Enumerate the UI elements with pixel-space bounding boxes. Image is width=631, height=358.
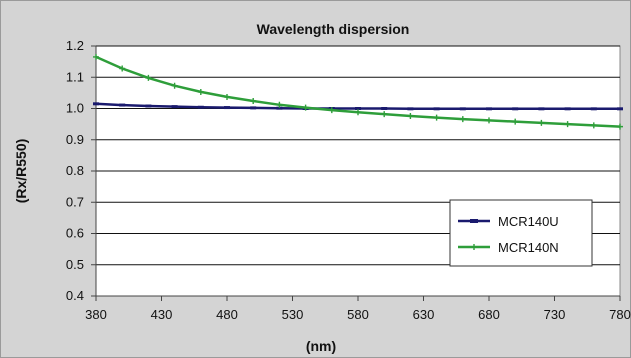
y-tick-label: 0.5: [66, 257, 84, 272]
legend-items: MCR140U MCR140N: [458, 214, 559, 255]
legend-label: MCR140U: [498, 214, 559, 229]
data-point: [407, 113, 414, 119]
legend-marker: [471, 244, 477, 250]
y-tick-label: 0.6: [66, 226, 84, 241]
x-tick-label: 780: [609, 307, 631, 322]
y-tick-label: 1.1: [66, 69, 84, 84]
data-point: [224, 93, 230, 100]
x-axis-label: (nm): [306, 338, 336, 354]
data-point: [302, 104, 309, 111]
x-tick-label: 430: [151, 307, 173, 322]
y-tick-label: 1.2: [66, 38, 84, 53]
data-point: [250, 98, 257, 104]
chart-title: Wavelength dispersion: [257, 21, 410, 37]
data-point: [276, 101, 283, 108]
legend-entry: MCR140U: [458, 214, 559, 229]
data-point: [486, 117, 492, 124]
y-axis-tick-labels: 0.4 0.5 0.6 0.7 0.8 0.9 1.0 1.1 1.2: [66, 38, 84, 303]
data-point: [93, 53, 99, 60]
data-point: [459, 116, 466, 123]
y-axis-label: (Rx/R550): [13, 139, 29, 204]
y-tick-label: 0.9: [66, 132, 84, 147]
axes: [91, 45, 621, 301]
data-point: [512, 118, 519, 125]
data-point: [564, 121, 571, 128]
data-series: [93, 53, 623, 130]
legend-entry: MCR140N: [458, 240, 559, 255]
data-point: [355, 109, 361, 116]
data-point: [197, 88, 204, 95]
x-axis-tick-labels: 380 430 480 530 580 630 680 730 780: [85, 307, 631, 322]
data-point: [381, 111, 388, 118]
data-point: [590, 122, 597, 129]
x-tick-label: 480: [216, 307, 238, 322]
legend: MCR140U MCR140N: [449, 199, 593, 267]
series-mcr140n: [93, 53, 623, 130]
data-point: [433, 114, 440, 121]
legend-label: MCR140N: [498, 240, 559, 255]
data-point: [171, 82, 178, 89]
y-tick-label: 1.0: [66, 101, 84, 116]
x-tick-label: 380: [85, 307, 107, 322]
data-point: [538, 119, 545, 126]
y-tick-label: 0.8: [66, 163, 84, 178]
x-tick-label: 680: [478, 307, 500, 322]
x-tick-label: 580: [347, 307, 369, 322]
y-tick-label: 0.4: [66, 288, 84, 303]
y-tick-label: 0.7: [66, 194, 84, 209]
data-point: [617, 123, 623, 130]
x-tick-label: 730: [544, 307, 566, 322]
data-point: [119, 65, 126, 72]
x-tick-label: 630: [413, 307, 435, 322]
data-point: [328, 107, 335, 114]
legend-box: [449, 199, 593, 267]
data-point: [145, 74, 152, 81]
x-tick-label: 530: [282, 307, 304, 322]
